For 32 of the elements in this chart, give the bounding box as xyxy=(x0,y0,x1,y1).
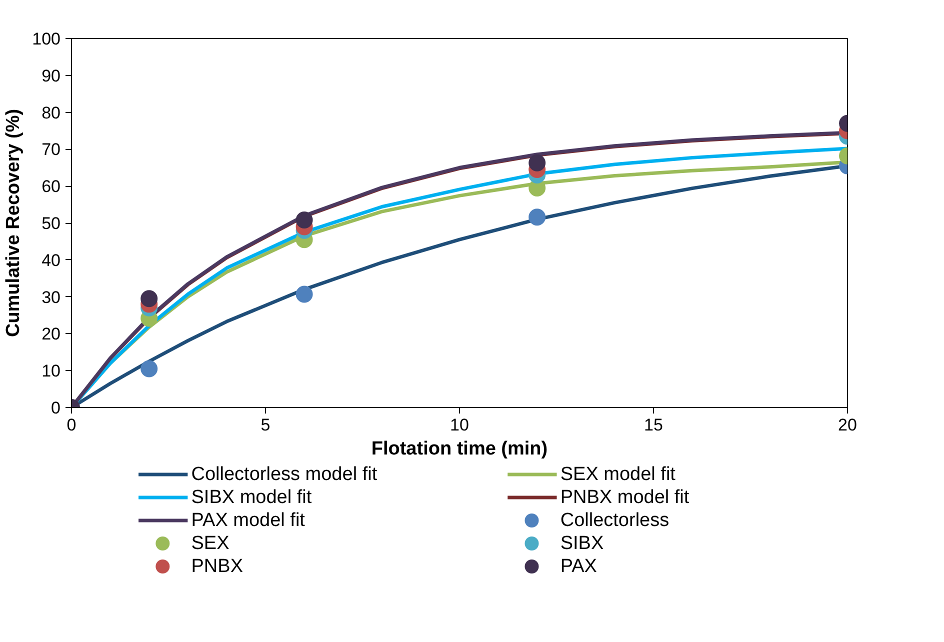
y-tick-label: 100 xyxy=(32,30,61,48)
legend-label: SIBX model fit xyxy=(191,487,312,508)
point xyxy=(296,286,313,303)
x-tick-label: 15 xyxy=(644,416,663,434)
legend-label: Collectorless xyxy=(560,510,670,531)
point xyxy=(140,290,158,308)
legend-label: SIBX xyxy=(560,533,604,554)
legend-label: PNBX xyxy=(191,556,244,577)
y-axis-title: Cumulative Recovery (%) xyxy=(3,108,24,338)
y-tick-label: 10 xyxy=(42,362,61,381)
legend-label: PAX xyxy=(560,556,598,577)
y-tick-label: 20 xyxy=(42,324,61,344)
y-tick-label: 40 xyxy=(42,250,61,270)
legend-label: SEX model fit xyxy=(560,464,676,485)
y-tick-label: 30 xyxy=(42,288,61,307)
x-tick-label: 0 xyxy=(66,416,76,434)
legend-label: PNBX model fit xyxy=(560,487,690,508)
y-tick-label: 50 xyxy=(42,214,61,233)
legend-label: PAX model fit xyxy=(191,510,306,531)
point xyxy=(140,360,158,378)
x-tick-label: 5 xyxy=(260,416,270,434)
y-tick-label: 70 xyxy=(42,140,61,160)
y-tick-label: 90 xyxy=(42,66,61,86)
legend-label: Collectorless model fit xyxy=(191,464,378,485)
point xyxy=(296,212,313,229)
y-tick-label: 60 xyxy=(42,177,61,196)
x-axis-title: Flotation time (min) xyxy=(371,438,548,460)
y-tick-label: 80 xyxy=(42,103,61,122)
y-tick-label: 0 xyxy=(51,398,61,418)
x-tick-label: 20 xyxy=(838,416,857,434)
legend-label: SEX xyxy=(191,533,230,554)
x-tick-label: 10 xyxy=(450,416,469,434)
